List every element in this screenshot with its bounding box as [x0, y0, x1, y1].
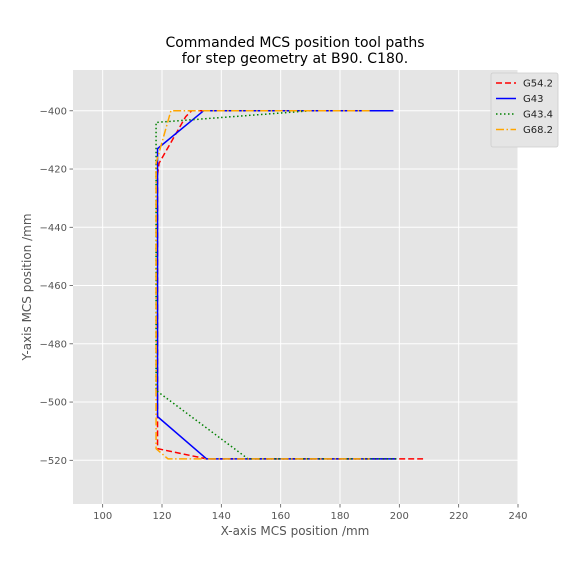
y-tick-label: −420: [40, 165, 67, 176]
legend: G54.2 G43 G43.4 G68.2: [490, 72, 559, 148]
x-tick-label: 120: [152, 511, 171, 522]
legend-label: G68.2: [523, 125, 553, 136]
y-tick-label: −460: [40, 281, 67, 292]
legend-box: [490, 72, 559, 148]
chart-title-line-2: for step geometry at B90. C180.: [182, 51, 409, 67]
y-tick-label: −500: [40, 398, 67, 409]
y-tick-label: −480: [40, 339, 67, 350]
y-tick-label: −520: [40, 456, 67, 467]
legend-label: G43.4: [523, 110, 553, 121]
x-tick-label: 220: [449, 511, 468, 522]
x-tick-label: 240: [508, 511, 527, 522]
x-tick-label: 140: [212, 511, 231, 522]
y-tick-label: −440: [40, 223, 67, 234]
plot-area: [73, 70, 518, 504]
y-tick-label: −400: [40, 106, 67, 117]
x-tick-label: 200: [390, 511, 409, 522]
axis-ticks: 100 120 140 160 180 200 220 240 −400 −420 −440 −460…: [40, 106, 528, 522]
legend-label: G54.2: [523, 79, 553, 90]
x-axis-label: X-axis MCS position /mm: [221, 524, 370, 538]
x-tick-label: 160: [271, 511, 290, 522]
x-tick-label: 100: [93, 511, 112, 522]
series-layer: [155, 110, 424, 460]
x-tick-label: 180: [330, 511, 349, 522]
chart-title-line-1: Commanded MCS position tool paths: [165, 35, 424, 51]
legend-label: G43: [523, 94, 543, 105]
y-axis-label: Y-axis MCS position /mm: [20, 213, 34, 361]
series-line-g68-2: [155, 110, 370, 460]
series-line-g54-2: [156, 110, 424, 460]
